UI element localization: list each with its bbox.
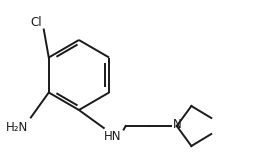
Text: N: N [173, 118, 181, 131]
Text: Cl: Cl [31, 16, 43, 29]
Text: HN: HN [104, 130, 121, 143]
Text: H₂N: H₂N [6, 121, 28, 134]
